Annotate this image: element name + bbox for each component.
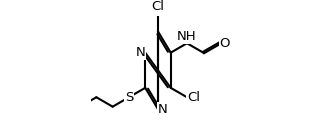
Text: Cl: Cl (151, 0, 165, 13)
Text: Cl: Cl (187, 91, 200, 104)
Text: NH: NH (177, 30, 197, 43)
Text: N: N (136, 46, 145, 59)
Text: O: O (220, 37, 230, 50)
Text: S: S (125, 91, 133, 104)
Text: N: N (158, 103, 168, 116)
